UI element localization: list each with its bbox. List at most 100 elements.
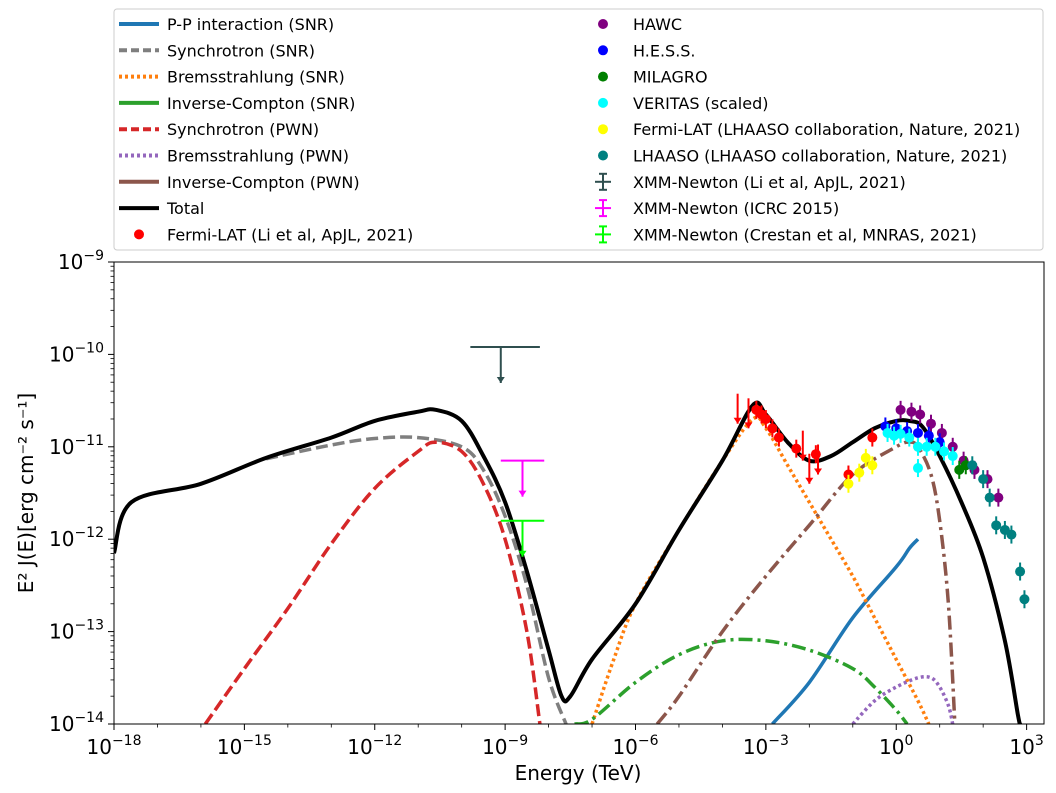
series-xmm-newton-icrc-2015	[500, 459, 545, 497]
legend-entry-bremsstrahlung-pwn: Bremsstrahlung (PWN)	[119, 147, 349, 166]
data-point	[915, 409, 926, 420]
x-tick-base: 10	[1009, 735, 1034, 759]
legend-entry-synchrotron-snr: Synchrotron (SNR)	[119, 41, 315, 60]
curve-inverse-compton-pwn	[655, 440, 957, 724]
plot-area	[113, 261, 1045, 725]
legend-label: Inverse-Compton (PWN)	[167, 173, 360, 192]
y-tick-exponent: −12	[74, 525, 104, 541]
legend-label: Synchrotron (SNR)	[167, 41, 315, 60]
legend-marker	[598, 97, 608, 108]
x-tick-label: 10−9	[482, 733, 528, 759]
legend-label: Total	[166, 199, 204, 218]
legend-marker	[134, 229, 144, 240]
x-tick-base: 10	[879, 735, 904, 759]
y-tick-base: 10	[49, 620, 74, 644]
legend-label: Bremsstrahlung (PWN)	[167, 147, 349, 166]
x-tick-label: 10−6	[612, 733, 658, 759]
curve-inverse-compton-snr	[574, 637, 909, 724]
data-point	[860, 452, 871, 463]
x-tick-base: 10	[482, 735, 507, 759]
y-tick-base: 10	[49, 435, 74, 459]
data-point	[991, 520, 1002, 531]
upper-limit-arrowhead	[496, 377, 505, 384]
data-point	[843, 478, 854, 489]
legend-entry-total: Total	[119, 199, 204, 218]
x-tick-base: 10	[217, 735, 242, 759]
x-tick-base: 10	[743, 735, 768, 759]
series-xmm-newton-crestan-et-al-mnras-2021	[500, 519, 545, 557]
data-point	[773, 432, 784, 443]
data-point	[906, 406, 917, 417]
y-tick-exponent: −14	[74, 710, 104, 726]
upper-limit-arrowhead	[805, 477, 814, 484]
y-tick-exponent: −13	[74, 618, 104, 634]
series-xmm-newton-li-et-al-apjl-2021	[470, 346, 540, 384]
legend-label: VERITAS (scaled)	[633, 94, 768, 113]
legend-label: XMM-Newton (ICRC 2015)	[633, 199, 839, 218]
curve-p-p-interaction-snr	[771, 537, 920, 724]
data-point	[923, 430, 934, 441]
y-tick-base: 10	[49, 342, 74, 366]
y-tick-label: 10−11	[49, 433, 104, 459]
data-point	[978, 474, 989, 485]
legend-entry-h-e-s-s: H.E.S.S.	[598, 41, 696, 60]
legend-label: Fermi-LAT (LHAASO collaboration, Nature,…	[633, 120, 1020, 139]
x-tick-base: 10	[87, 735, 112, 759]
legend: P-P interaction (SNR) Synchrotron (SNR) Br…	[113, 8, 1044, 251]
data-point	[904, 432, 915, 443]
legend-frame	[113, 8, 1044, 251]
x-tick-exponent: −6	[638, 733, 659, 749]
series-veritas-scaled	[882, 423, 958, 478]
series-fermi-lat-lhaaso-collaboration-nature-2021	[843, 448, 878, 493]
legend-label: Inverse-Compton (SNR)	[167, 94, 355, 113]
data-point	[926, 418, 937, 429]
x-tick-exponent: −12	[373, 733, 403, 749]
data-point	[930, 441, 941, 452]
legend-entry-p-p-interaction-snr: P-P interaction (SNR)	[119, 15, 334, 34]
legend-entry-synchrotron-pwn: Synchrotron (PWN)	[119, 120, 319, 139]
legend-marker	[598, 19, 608, 29]
curve-synchrotron-pwn	[203, 440, 542, 724]
legend-label: LHAASO (LHAASO collaboration, Nature, 20…	[633, 147, 1007, 166]
data-point	[867, 432, 878, 443]
y-tick-label: 10−12	[49, 525, 104, 551]
upper-limit-arrowhead	[744, 422, 753, 429]
x-tick-label: 100	[879, 733, 913, 759]
y-axis-label: E² J(E)[erg cm⁻² s⁻¹]	[14, 393, 38, 593]
data-point	[936, 427, 947, 438]
y-tick-exponent: −10	[74, 340, 104, 356]
series-lhaaso-lhaaso-collaboration-nature-2021	[967, 456, 1030, 609]
data-point	[947, 441, 958, 452]
legend-entry-fermi-lat-lhaaso-collaboration-nature-2021: Fermi-LAT (LHAASO collaboration, Nature,…	[598, 120, 1020, 139]
legend-label: XMM-Newton (Crestan et al, MNRAS, 2021)	[633, 225, 977, 244]
data-point	[1015, 566, 1026, 577]
data-point	[912, 427, 923, 438]
y-tick-exponent: −11	[74, 433, 104, 449]
data-point	[760, 414, 771, 425]
x-tick-exponent: −18	[112, 733, 142, 749]
upper-limit-arrowhead	[518, 490, 527, 497]
x-tick-base: 10	[612, 735, 637, 759]
data-point	[854, 467, 865, 478]
y-tick-label: 10−10	[49, 340, 104, 366]
y-tick-label: 10−13	[49, 618, 104, 644]
legend-entry-inverse-compton-pwn: Inverse-Compton (PWN)	[119, 173, 360, 192]
y-tick-base: 10	[58, 250, 83, 274]
x-tick-label: 10−3	[743, 733, 789, 759]
legend-entry-xmm-newton-icrc-2015: XMM-Newton (ICRC 2015)	[595, 199, 839, 218]
plot-background	[114, 262, 1044, 724]
y-tick-base: 10	[49, 712, 74, 736]
legend-marker	[598, 124, 608, 135]
legend-label: Fermi-LAT (Li et al, ApJL, 2021)	[167, 225, 413, 244]
upper-limit-arrowhead	[733, 417, 742, 424]
x-tick-base: 10	[347, 735, 372, 759]
legend-label: Bremsstrahlung (SNR)	[167, 68, 345, 87]
x-tick-label: 103	[1009, 733, 1043, 759]
data-point	[921, 441, 932, 452]
data-point	[993, 492, 1004, 503]
x-axis-label: Energy (TeV)	[515, 761, 642, 785]
legend-marker	[598, 150, 608, 161]
x-tick-exponent: 0	[905, 733, 914, 749]
legend-marker	[598, 45, 608, 56]
